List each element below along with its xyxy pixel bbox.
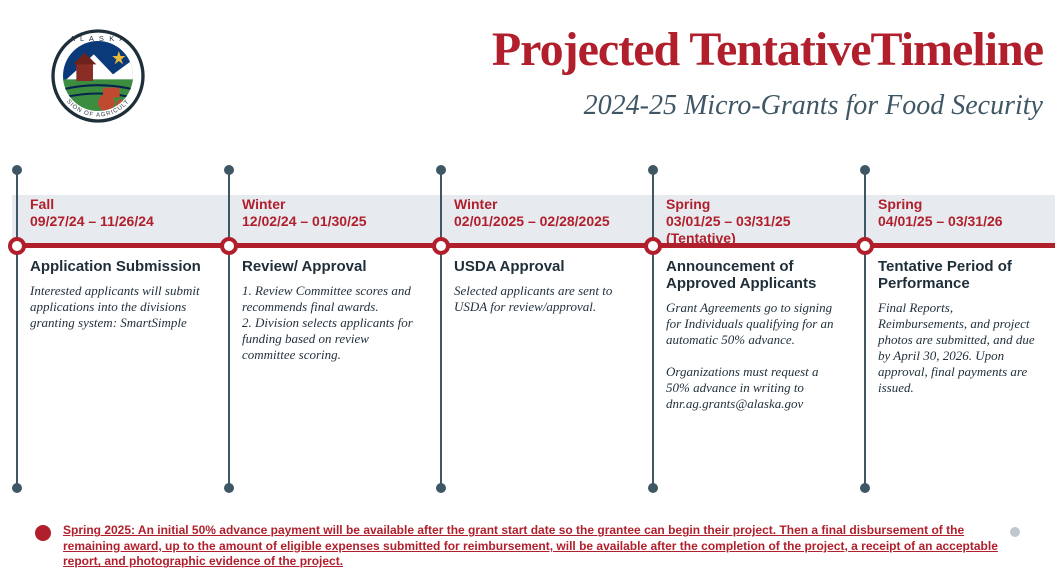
phase-description: Selected applicants are sent to USDA for… [454,283,632,315]
phase-header: Winter02/01/2025 – 02/28/2025 [454,196,638,230]
phase-description: 1. Review Committee scores and recommend… [242,283,420,363]
phase-body: Tentative Period of Performance Final Rep… [878,258,1045,396]
timeline-phase: Spring04/01/25 – 03/31/26 Tentative Perio… [860,170,1055,488]
timeline-phase: Spring03/01/25 – 03/31/25 (Tentative) Ann… [648,170,860,488]
timeline-phase: Winter02/01/2025 – 02/28/2025 USDA Approv… [436,170,648,488]
alaska-agriculture-seal-icon: A L A S K A [48,26,148,126]
divider-dot-icon [648,483,658,493]
footer-note: Spring 2025: An initial 50% advance paym… [63,523,998,570]
divider-dot-icon [860,483,870,493]
phase-title: Application Submission [30,258,208,275]
phase-description: Interested applicants will submit applic… [30,283,208,331]
phase-dates: 09/27/24 – 11/26/24 [30,213,214,230]
timeline-node-icon [644,237,662,255]
phase-season: Spring [666,196,850,213]
footer-enddot-icon [1010,527,1020,537]
phase-body: Announcement of Approved Applicants Grant… [666,258,850,412]
column-divider [16,170,18,488]
phase-season: Fall [30,196,214,213]
divider-dot-icon [436,165,446,175]
phase-dates: 02/01/2025 – 02/28/2025 [454,213,638,230]
timeline-phase: Winter12/02/24 – 01/30/25 Review/ Approva… [224,170,436,488]
divider-dot-icon [224,165,234,175]
timeline-node-icon [856,237,874,255]
phase-title: Review/ Approval [242,258,420,275]
phase-header: Fall09/27/24 – 11/26/24 [30,196,214,230]
phase-title: Tentative Period of Performance [878,258,1039,292]
timeline-node-icon [432,237,450,255]
phase-title: USDA Approval [454,258,632,275]
phase-body: USDA Approval Selected applicants are sen… [454,258,638,315]
footer: Spring 2025: An initial 50% advance paym… [35,523,1020,570]
timeline-phase: Fall09/27/24 – 11/26/24 Application Submi… [12,170,224,488]
phase-header: Spring04/01/25 – 03/31/26 [878,196,1045,230]
page-title: Projected TentativeTimeline [492,22,1043,77]
divider-dot-icon [436,483,446,493]
column-divider [228,170,230,488]
phase-body: Review/ Approval 1. Review Committee scor… [242,258,426,363]
page: A L A S K A [0,0,1055,588]
timeline-node-icon [220,237,238,255]
column-divider [652,170,654,488]
divider-dot-icon [648,165,658,175]
column-divider [440,170,442,488]
phase-description: Grant Agreements go to signing for Indiv… [666,300,844,412]
phase-header: Spring03/01/25 – 03/31/25 (Tentative) [666,196,850,246]
phase-dates: 04/01/25 – 03/31/26 [878,213,1045,230]
divider-dot-icon [224,483,234,493]
phase-dates: 03/01/25 – 03/31/25 (Tentative) [666,213,850,247]
phase-season: Winter [454,196,638,213]
timeline-columns: Fall09/27/24 – 11/26/24 Application Submi… [12,170,1055,488]
phase-description: Final Reports, Reimbursements, and proje… [878,300,1039,396]
divider-dot-icon [12,483,22,493]
divider-dot-icon [860,165,870,175]
phase-dates: 12/02/24 – 01/30/25 [242,213,426,230]
phase-season: Spring [878,196,1045,213]
phase-header: Winter12/02/24 – 01/30/25 [242,196,426,230]
divider-dot-icon [12,165,22,175]
phase-season: Winter [242,196,426,213]
column-divider [864,170,866,488]
page-subtitle: 2024-25 Micro-Grants for Food Security [584,90,1043,122]
footer-dot-icon [35,525,51,541]
header: A L A S K A [40,22,1043,142]
timeline-node-icon [8,237,26,255]
phase-title: Announcement of Approved Applicants [666,258,844,292]
phase-body: Application Submission Interested applica… [30,258,214,331]
